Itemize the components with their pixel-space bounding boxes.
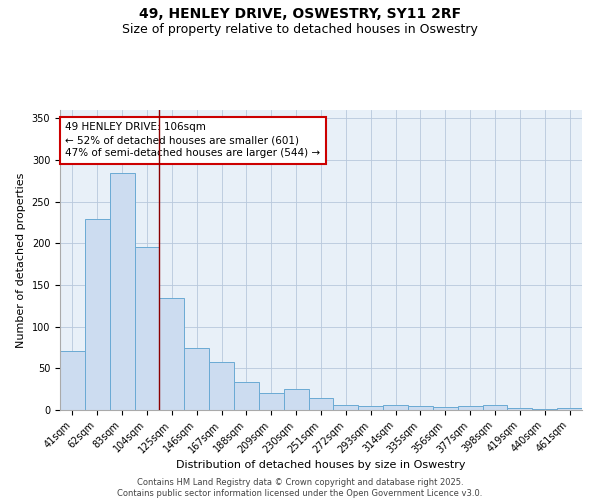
Bar <box>308 398 334 410</box>
Text: 49, HENLEY DRIVE, OSWESTRY, SY11 2RF: 49, HENLEY DRIVE, OSWESTRY, SY11 2RF <box>139 8 461 22</box>
Bar <box>433 406 458 410</box>
Text: Size of property relative to detached houses in Oswestry: Size of property relative to detached ho… <box>122 22 478 36</box>
Y-axis label: Number of detached properties: Number of detached properties <box>16 172 26 348</box>
Bar <box>408 406 433 410</box>
Bar <box>284 389 308 410</box>
Bar <box>508 408 532 410</box>
Bar <box>85 219 110 410</box>
Bar <box>532 409 557 410</box>
Bar <box>358 406 383 410</box>
Text: Contains HM Land Registry data © Crown copyright and database right 2025.
Contai: Contains HM Land Registry data © Crown c… <box>118 478 482 498</box>
Bar <box>482 405 508 410</box>
Bar <box>160 298 184 410</box>
Bar <box>110 172 134 410</box>
Bar <box>458 406 482 410</box>
Bar <box>209 362 234 410</box>
Bar <box>134 246 160 410</box>
Bar <box>60 351 85 410</box>
Bar <box>184 348 209 410</box>
Bar <box>557 408 582 410</box>
Text: 49 HENLEY DRIVE: 106sqm
← 52% of detached houses are smaller (601)
47% of semi-d: 49 HENLEY DRIVE: 106sqm ← 52% of detache… <box>65 122 320 158</box>
Bar <box>234 382 259 410</box>
Bar <box>383 405 408 410</box>
Bar <box>259 394 284 410</box>
X-axis label: Distribution of detached houses by size in Oswestry: Distribution of detached houses by size … <box>176 460 466 470</box>
Bar <box>334 405 358 410</box>
